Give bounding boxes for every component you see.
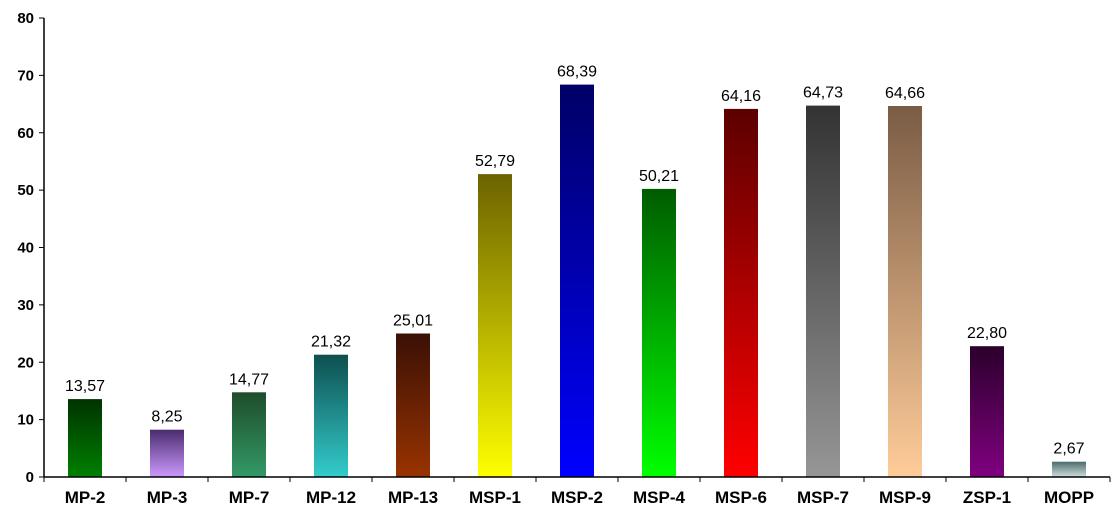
- y-tick-label: 10: [17, 412, 34, 429]
- x-tick-label: MP-2: [65, 488, 106, 507]
- x-tick-label: MSP-7: [797, 488, 849, 507]
- bar-mp-2: [68, 399, 102, 477]
- data-label: 14,77: [229, 371, 269, 388]
- data-label: 64,73: [803, 85, 843, 102]
- x-tick-label: MP-13: [388, 488, 438, 507]
- data-label: 8,25: [151, 409, 182, 426]
- bar-msp-1: [478, 174, 512, 477]
- x-tick-label: MOPP: [1044, 488, 1094, 507]
- x-tick-label: MP-12: [306, 488, 356, 507]
- bar-mp-3: [150, 429, 184, 477]
- y-tick-label: 80: [17, 10, 34, 27]
- y-tick-label: 30: [17, 297, 34, 314]
- x-tick-label: ZSP-1: [963, 488, 1011, 507]
- y-tick-label: 50: [17, 182, 34, 199]
- data-label: 68,39: [557, 64, 597, 81]
- bar-msp-9: [888, 106, 922, 477]
- y-tick-label: 0: [26, 469, 34, 486]
- data-label: 64,66: [885, 85, 925, 102]
- bar-msp-6: [724, 108, 758, 478]
- data-label: 2,67: [1053, 441, 1084, 458]
- data-label: 52,79: [475, 153, 515, 170]
- y-tick-label: 40: [17, 240, 34, 257]
- data-label: 13,57: [65, 378, 105, 395]
- data-label: 64,16: [721, 88, 761, 105]
- x-tick-label: MP-7: [229, 488, 270, 507]
- x-tick-label: MSP-1: [469, 488, 521, 507]
- bar-mp-13: [396, 333, 430, 477]
- x-tick-label: MSP-2: [551, 488, 603, 507]
- data-label: 22,80: [967, 325, 1007, 342]
- y-tick-label: 20: [17, 354, 34, 371]
- x-tick-label: MSP-9: [879, 488, 931, 507]
- data-label: 50,21: [639, 168, 679, 185]
- data-label: 25,01: [393, 313, 433, 330]
- data-label: 21,32: [311, 334, 351, 351]
- bar-mp-7: [232, 392, 266, 477]
- bar-msp-2: [560, 84, 594, 477]
- bar-msp-7: [806, 105, 840, 477]
- x-tick-label: MSP-4: [633, 488, 686, 507]
- y-tick-label: 70: [17, 67, 34, 84]
- bar-mp-12: [314, 354, 348, 477]
- bar-msp-4: [642, 188, 676, 477]
- x-tick-label: MP-3: [147, 488, 188, 507]
- bar-mopp: [1052, 461, 1086, 477]
- x-tick-label: MSP-6: [715, 488, 767, 507]
- y-tick-label: 60: [17, 125, 34, 142]
- bar-zsp-1: [970, 346, 1004, 477]
